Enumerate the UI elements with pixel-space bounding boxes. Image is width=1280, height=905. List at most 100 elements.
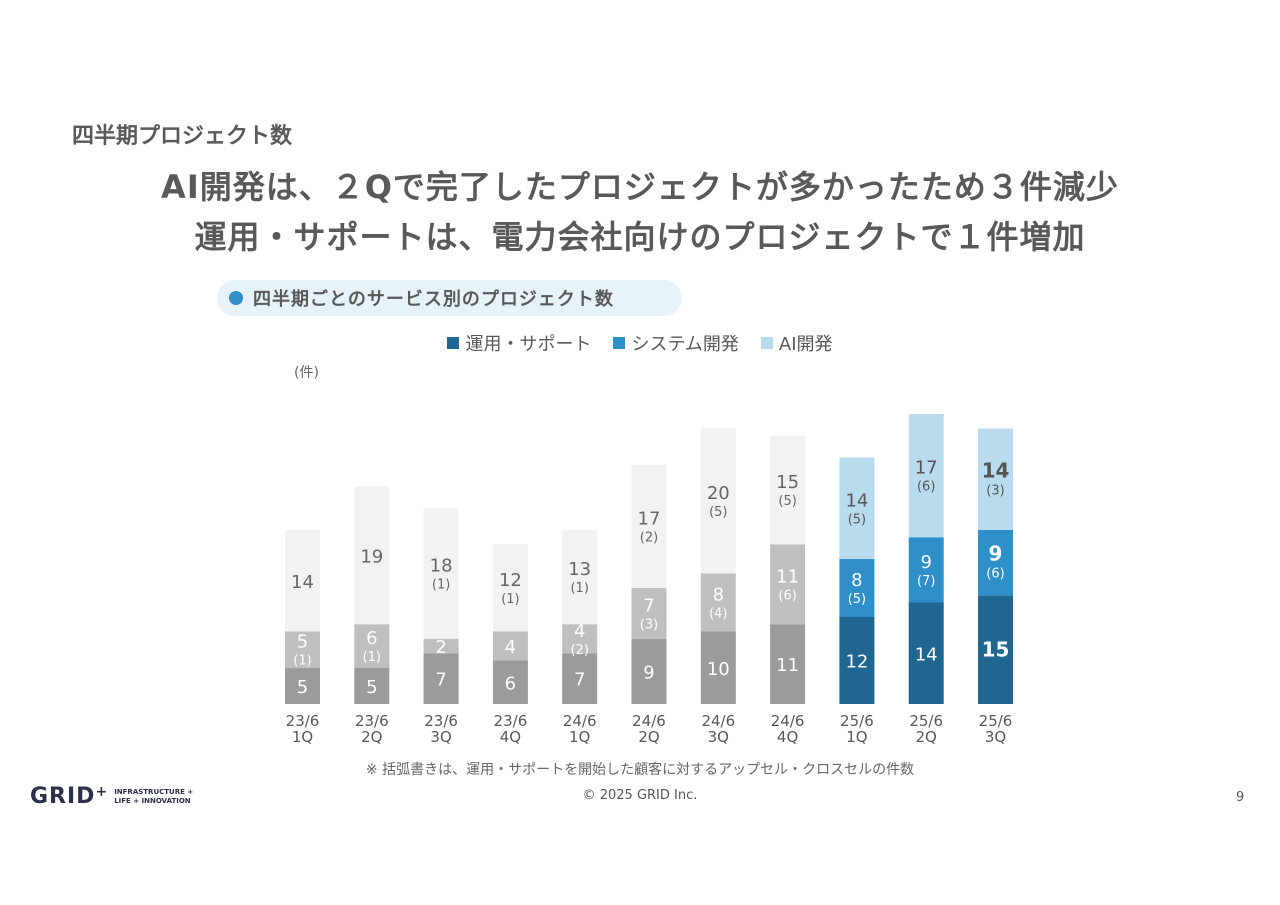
bar-sub-value-label: (6) [778,588,796,603]
bar-sub-value-label: (7) [917,574,935,589]
page-number: 9 [1236,790,1245,805]
x-tick-label: 23/6 [286,712,320,730]
bar-sub-value-label: (5) [778,494,796,509]
bar-segment [770,544,806,625]
bar-value-label: 5 [297,677,308,698]
bar-sub-value-label: (5) [848,512,866,527]
x-tick-label: 25/6 [909,712,943,730]
legend-label-ai: AI開発 [778,334,833,355]
legend-swatch-system [613,337,626,349]
x-tick-label: 24/6 [771,712,805,730]
bar-segment [354,486,390,625]
bar-segment [631,638,667,704]
bar-segment [492,544,528,632]
section-title: 四半期プロジェクト数 [72,124,293,149]
x-tick-label: 23/6 [424,712,458,730]
bar-segment [700,631,736,704]
bar-sub-value-label: (1) [363,650,381,665]
bar-segment [978,530,1013,596]
logo-tagline-1: INFRASTRUCTURE + [114,787,194,796]
x-tick-label: 3Q [985,728,1006,746]
bar-value-label: 12 [845,652,868,673]
legend-label-system: システム開発 [631,334,739,355]
bar-segment [978,428,1013,530]
bar-segment [839,617,875,704]
x-tick-label: 25/6 [840,712,874,730]
bar-value-label: 9 [643,662,654,683]
bar-segment [285,667,320,704]
bar-value-label: 7 [574,670,585,691]
bar-value-label: 17 [638,508,661,529]
bar-sub-value-label: (4) [709,607,727,622]
x-tick-label: 24/6 [701,712,735,730]
logo-tagline: INFRASTRUCTURE + LIFE + INNOVATION [114,788,193,806]
bar-sub-value-label: (1) [501,592,519,607]
bar-segment [354,667,390,704]
bar-value-label: 11 [776,566,799,587]
bar-value-label: 17 [915,458,938,479]
x-tick-label: 1Q [569,728,590,746]
bar-sub-value-label: (6) [986,567,1004,582]
bar-segment [562,653,598,704]
bar-segment [978,595,1013,704]
bar-segment [285,631,320,668]
bar-segment [562,530,598,625]
bar-segment [492,631,528,661]
bar-segment [423,508,459,639]
x-tick-label: 1Q [292,728,313,746]
bar-value-label: 11 [776,655,799,676]
chart-legend: 運用・サポート システム開発 AI開発 [0,330,1280,356]
bar-value-label: 19 [360,546,383,567]
bar-value-label: 14 [291,572,314,593]
x-tick-label: 23/6 [494,712,528,730]
bar-segment [839,457,875,559]
bullet-dot-icon [229,291,243,305]
bar-sub-value-label: (5) [848,592,866,607]
bar-value-label: 9 [989,542,1003,566]
x-tick-label: 3Q [430,728,451,746]
x-tick-label: 2Q [361,728,382,746]
x-tick-label: 24/6 [563,712,597,730]
legend-item-ai: AI開発 [760,330,833,356]
legend-item-operations: 運用・サポート [447,330,591,356]
bar-segment [423,638,459,654]
x-tick-label: 23/6 [355,712,389,730]
bar-segment [492,660,528,704]
logo-plus: + [95,784,109,800]
headline-line-2: 運用・サポートは、電力会社向けのプロジェクトで１件増加 [194,218,1086,256]
bar-segment [908,414,944,538]
bar-segment [562,624,598,654]
bar-value-label: 6 [505,673,516,694]
bar-value-label: 7 [643,595,654,616]
bar-value-label: 8 [851,570,862,591]
bar-segment [770,624,806,704]
bar-value-label: 15 [982,638,1010,662]
bar-segment [631,464,667,588]
headline-line-1: AI開発は、２Qで完了したプロジェクトが多かったため３件減少 [161,168,1119,206]
chart-title: 四半期ごとのサービス別のプロジェクト数 [253,289,614,310]
legend-item-system: システム開発 [613,330,739,356]
bar-sub-value-label: (3) [640,617,658,632]
bar-value-label: 20 [707,483,730,504]
bar-sub-value-label: (1) [570,581,588,596]
stacked-bar-chart: 55(1)1423/61Q56(1)1923/62Q7218(1)23/63Q6… [285,414,1013,746]
logo-tagline-2: LIFE + INNOVATION [114,796,191,805]
bar-value-label: 12 [499,570,522,591]
x-tick-label: 25/6 [979,712,1013,730]
legend-swatch-ai [760,337,773,349]
bar-value-label: 8 [713,585,724,606]
x-tick-label: 1Q [846,728,867,746]
bar-value-label: 4 [574,621,585,642]
x-tick-label: 4Q [777,728,798,746]
bar-segment [700,573,736,632]
x-tick-label: 3Q [708,728,729,746]
x-tick-label: 2Q [638,728,659,746]
bar-segment [285,530,320,632]
bar-value-label: 4 [505,637,516,658]
bar-value-label: 10 [707,659,730,680]
bar-segment [354,624,390,668]
x-tick-label: 4Q [500,728,521,746]
bar-value-label: 5 [297,632,308,653]
bar-value-label: 9 [920,552,931,573]
x-tick-label: 24/6 [632,712,666,730]
